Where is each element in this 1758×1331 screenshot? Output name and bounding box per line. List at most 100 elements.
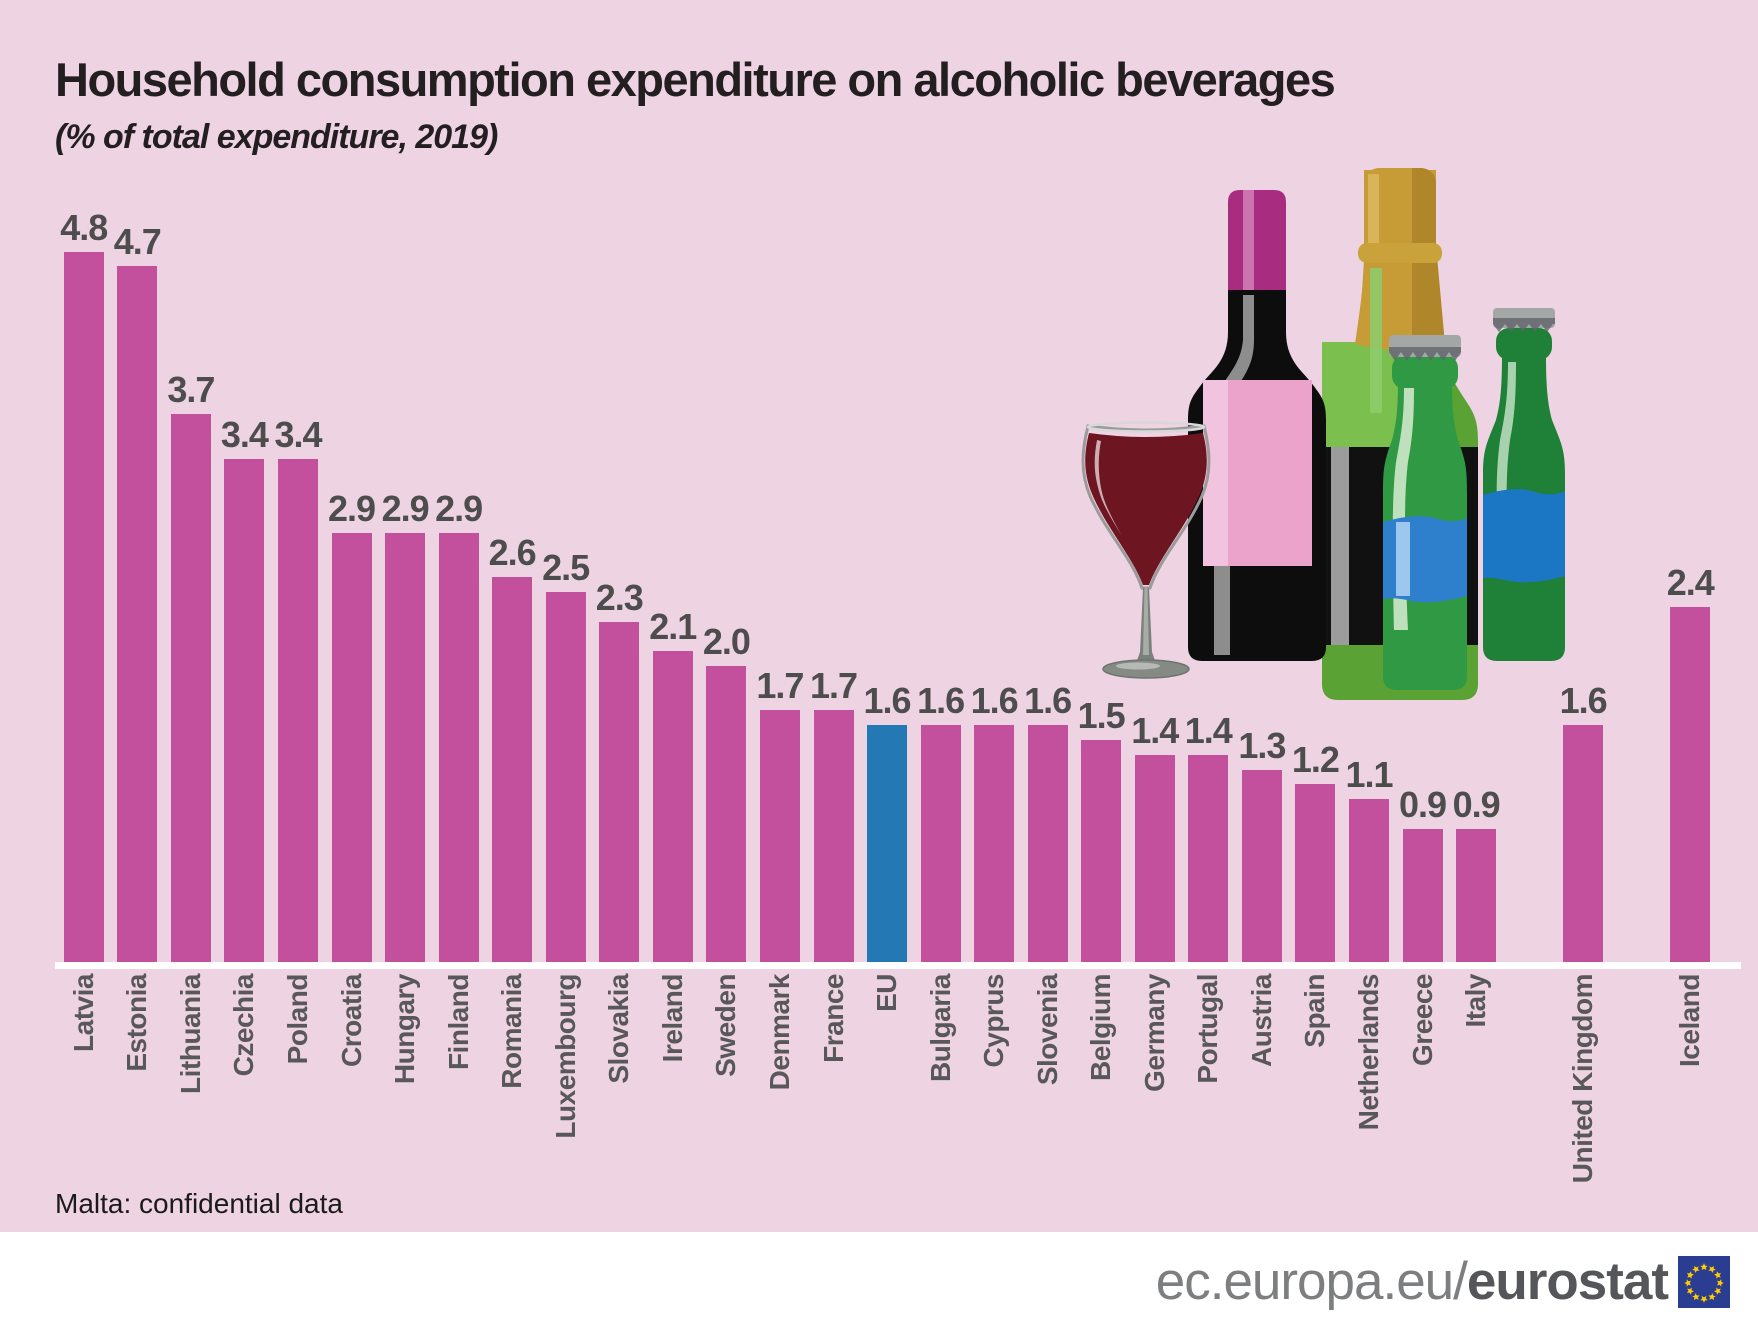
bar-portugal xyxy=(1188,755,1229,962)
bar-value-label: 4.8 xyxy=(60,207,108,248)
country-label-poland: Poland xyxy=(282,974,313,1065)
bar-value-label: 4.7 xyxy=(113,221,162,262)
bar-value-label: 2.0 xyxy=(702,621,751,662)
bar-finland xyxy=(438,533,479,962)
bar-estonia xyxy=(117,266,158,962)
country-label-hungary: Hungary xyxy=(389,974,421,1085)
bar-united-kingdom xyxy=(1563,725,1604,962)
country-label-france: France xyxy=(817,974,849,1063)
country-label-belgium: Belgium xyxy=(1085,974,1117,1081)
footer-url-prefix: ec.europa.eu/ xyxy=(1155,1252,1468,1311)
bar-value-label: 2.3 xyxy=(595,577,644,618)
country-label-finland: Finland xyxy=(442,974,474,1071)
x-axis-baseline xyxy=(55,962,1741,969)
country-label-portugal: Portugal xyxy=(1192,974,1224,1084)
bar-sweden xyxy=(706,666,747,962)
country-label-greece: Greece xyxy=(1406,974,1438,1066)
country-label-romania: Romania xyxy=(496,974,528,1089)
bar-spain xyxy=(1295,784,1336,962)
country-label-netherlands: Netherlands xyxy=(1353,974,1384,1131)
bar-value-label: 2.9 xyxy=(381,488,430,529)
bar-value-label: 1.2 xyxy=(1291,739,1340,780)
bar-value-label: 1.6 xyxy=(917,680,965,721)
bar-value-label: 2.4 xyxy=(1666,562,1715,603)
wine-glass-icon xyxy=(1081,421,1211,679)
bar-ireland xyxy=(652,651,693,962)
chart-title: Household consumption expenditure on alc… xyxy=(55,53,1336,106)
country-label-denmark: Denmark xyxy=(763,974,795,1091)
beverages-illustration xyxy=(1081,168,1565,700)
bar-value-label: 2.5 xyxy=(542,547,590,588)
bar-germany xyxy=(1134,755,1175,962)
bar-luxembourg xyxy=(545,592,586,962)
country-label-croatia: Croatia xyxy=(335,974,367,1067)
bar-belgium xyxy=(1081,740,1122,962)
bar-value-label: 1.4 xyxy=(1131,710,1179,751)
bar-value-label: 1.6 xyxy=(970,680,1019,721)
eu-flag-icon xyxy=(1678,1255,1730,1308)
wine-bottle-icon xyxy=(1188,190,1326,661)
country-label-cyprus: Cyprus xyxy=(978,974,1010,1068)
country-label-lithuania: Lithuania xyxy=(174,974,206,1094)
country-label-sweden: Sweden xyxy=(710,974,742,1077)
bar-value-label: 2.6 xyxy=(488,532,537,573)
bar-value-label: 1.7 xyxy=(756,665,804,706)
bar-value-label: 3.4 xyxy=(274,414,322,455)
bar-value-label: 1.1 xyxy=(1345,754,1393,795)
country-label-italy: Italy xyxy=(1460,974,1492,1028)
bar-austria xyxy=(1241,770,1282,962)
bar-lithuania xyxy=(170,414,211,962)
bar-hungary xyxy=(385,533,426,962)
bar-value-label: 1.4 xyxy=(1184,710,1233,751)
country-label-estonia: Estonia xyxy=(121,974,153,1072)
bar-eu xyxy=(867,725,907,962)
country-label-united-kingdom: United Kingdom xyxy=(1567,974,1599,1184)
bar-slovakia xyxy=(599,622,640,962)
bar-denmark xyxy=(759,710,800,962)
country-label-luxembourg: Luxembourg xyxy=(549,974,581,1139)
bar-latvia xyxy=(63,252,104,962)
country-label-austria: Austria xyxy=(1245,974,1277,1067)
bar-croatia xyxy=(331,533,372,962)
bar-value-label: 1.6 xyxy=(863,680,911,721)
bar-greece xyxy=(1402,829,1443,962)
country-label-germany: Germany xyxy=(1138,974,1170,1092)
bar-value-label: 1.3 xyxy=(1238,725,1286,766)
bar-slovenia xyxy=(1027,725,1068,962)
country-label-spain: Spain xyxy=(1299,974,1331,1048)
bar-cyprus xyxy=(974,725,1015,962)
bar-romania xyxy=(492,577,533,962)
bar-value-label: 1.5 xyxy=(1077,695,1126,736)
bar-value-label: 3.4 xyxy=(220,414,269,455)
country-label-eu: EU xyxy=(871,974,902,1012)
country-label-ireland: Ireland xyxy=(656,974,688,1063)
bar-czechia xyxy=(224,459,265,962)
country-label-iceland: Iceland xyxy=(1674,974,1706,1067)
footer-eurostat-wordmark: eurostat xyxy=(1466,1252,1669,1311)
bar-value-label: 0.9 xyxy=(1398,784,1447,825)
bar-value-label: 1.6 xyxy=(1559,680,1608,721)
bar-poland xyxy=(278,459,318,962)
chart-subtitle: (% of total expenditure, 2019) xyxy=(55,118,498,156)
bar-iceland xyxy=(1670,607,1711,962)
bar-value-label: 2.9 xyxy=(435,488,483,529)
bar-value-label: 0.9 xyxy=(1452,784,1501,825)
bar-value-label: 2.1 xyxy=(649,606,697,647)
beer-bottle-icon xyxy=(1383,335,1467,690)
country-label-slovenia: Slovenia xyxy=(1031,974,1063,1086)
bar-value-label: 2.9 xyxy=(327,488,376,529)
bar-value-label: 3.7 xyxy=(167,369,215,410)
beer-bottle-icon xyxy=(1483,308,1565,661)
country-label-bulgaria: Bulgaria xyxy=(924,974,956,1083)
country-label-latvia: Latvia xyxy=(67,974,99,1052)
bar-value-label: 1.6 xyxy=(1024,680,1072,721)
country-label-czechia: Czechia xyxy=(228,974,260,1077)
bar-bulgaria xyxy=(920,725,961,962)
bar-value-label: 1.7 xyxy=(809,665,858,706)
bar-france xyxy=(813,710,854,962)
footer-bar: ec.europa.eu/eurostat xyxy=(0,1232,1758,1331)
footnote: Malta: confidential data xyxy=(55,1188,343,1219)
bar-italy xyxy=(1456,829,1497,962)
bar-netherlands xyxy=(1349,799,1389,962)
